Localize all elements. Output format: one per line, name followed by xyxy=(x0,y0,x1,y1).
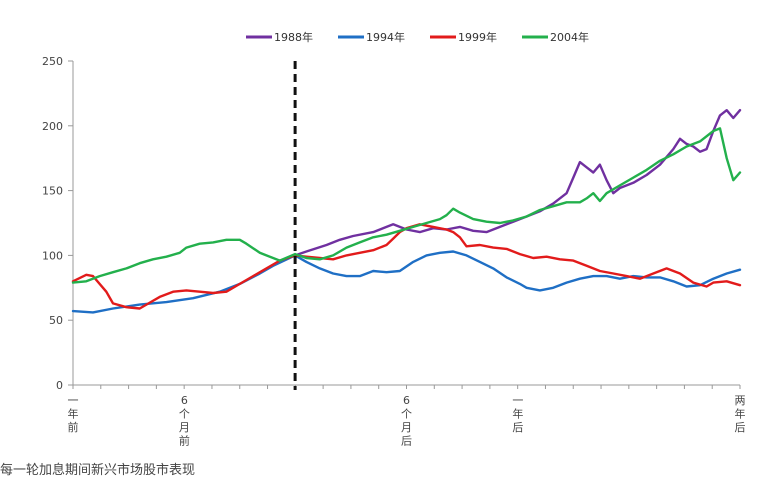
y-tick-label: 50 xyxy=(49,314,63,327)
figure-caption: 每一轮加息期间新兴市场股市表现 xyxy=(0,463,196,478)
series-line-2 xyxy=(71,250,742,314)
chart-svg: 0 50 100 150 200 250 一年前 6 个月前 6 个月后 一年后 两年后 1988年 199… xyxy=(42,30,746,448)
y-tick-label: 100 xyxy=(42,249,63,262)
x-tick-label: 6 个月前 xyxy=(179,394,190,448)
series-line-1 xyxy=(293,109,742,257)
legend-label-2: 1994年 xyxy=(366,30,405,44)
y-tick-label: 150 xyxy=(42,185,63,198)
x-tick-label: 一年后 xyxy=(512,394,523,434)
y-tick-label: 250 xyxy=(42,55,63,68)
y-tick-label: 200 xyxy=(42,120,63,133)
legend-label-3: 1999年 xyxy=(458,30,497,44)
x-tick-label: 一年前 xyxy=(68,394,79,434)
legend-label-1: 1988年 xyxy=(274,30,313,44)
legend-label-4: 2004年 xyxy=(550,30,589,44)
x-tick-label: 6 个月后 xyxy=(401,394,412,448)
chart: 0 50 100 150 200 250 一年前 6 个月前 6 个月后 一年后 两年后 1988年 199… xyxy=(42,30,746,448)
y-tick-label: 0 xyxy=(56,379,63,392)
series-line-4 xyxy=(71,127,742,284)
x-tick-label: 两年后 xyxy=(735,394,746,434)
